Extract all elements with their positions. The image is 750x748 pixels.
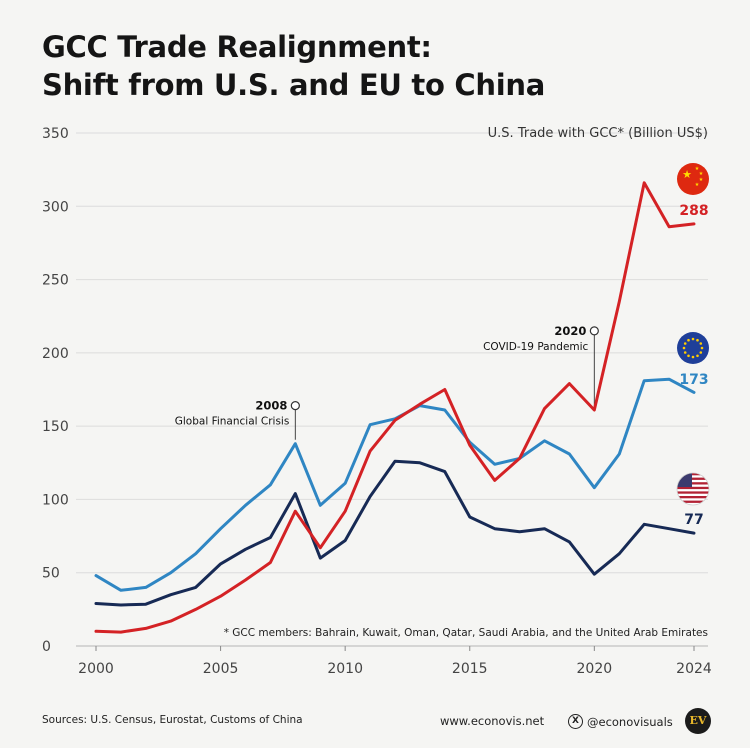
sources-text: Sources: U.S. Census, Eurostat, Customs …	[42, 714, 303, 726]
us-flag-border	[676, 472, 710, 506]
series-line-us	[94, 459, 696, 607]
title-line-1: GCC Trade Realignment:	[42, 30, 432, 64]
us-flag-icon	[677, 473, 709, 505]
annotation-year: 2008	[255, 399, 287, 413]
eu-flag-star-icon	[699, 342, 703, 345]
annotation-year: 2020	[554, 324, 586, 338]
annotation-marker	[589, 326, 599, 336]
china-flag-small-star-icon: ★	[695, 166, 700, 172]
y-tick-label: 0	[42, 639, 51, 655]
end-value-label: 288	[679, 203, 708, 219]
eu-flag-star-icon	[700, 346, 704, 350]
china-flag-star-icon: ★	[682, 168, 692, 181]
x-tick-label: 2010	[327, 661, 363, 677]
x-tick-label: 2015	[452, 661, 488, 677]
eu-flag-star-icon	[699, 351, 703, 354]
y-tick-label: 100	[42, 492, 69, 508]
x-tick-label: 2000	[78, 661, 114, 677]
econovis-logo-icon: EV	[685, 708, 711, 734]
annotation-text: COVID-19 Pandemic	[483, 341, 588, 353]
annotation-text: Global Financial Crisis	[175, 416, 290, 428]
footnote: * GCC members: Bahrain, Kuwait, Oman, Qa…	[224, 627, 708, 639]
social-handle[interactable]: X @econovisuals	[568, 714, 673, 729]
x-tick-label: 2020	[577, 661, 613, 677]
china-flag-small-star-icon: ★	[699, 171, 704, 177]
y-tick-label: 300	[42, 199, 69, 215]
china-flag-icon	[677, 163, 709, 195]
y-tick-label: 200	[42, 346, 69, 362]
website-link[interactable]: www.econovis.net	[440, 714, 545, 728]
series-line-china	[94, 181, 696, 634]
eu-flag-star-icon	[691, 337, 695, 341]
series-line-eu	[94, 377, 696, 592]
end-value-label: 77	[684, 512, 703, 528]
eu-flag-icon	[677, 332, 709, 364]
eu-flag-star-icon	[682, 346, 686, 350]
china-flag-small-star-icon: ★	[695, 182, 700, 188]
x-tick-label: 2005	[203, 661, 239, 677]
x-tick-label: 2024	[676, 661, 712, 677]
eu-flag-star-icon	[691, 355, 695, 359]
eu-flag-star-icon	[683, 342, 687, 345]
y-tick-label: 50	[42, 566, 60, 582]
y-tick-label: 350	[42, 126, 69, 142]
eu-flag-star-icon	[683, 351, 687, 354]
eu-flag-star-icon	[696, 338, 699, 342]
eu-flag-star-icon	[687, 338, 690, 342]
y-tick-label: 250	[42, 273, 69, 289]
end-value-label: 173	[679, 372, 708, 388]
y-tick-label: 150	[42, 419, 69, 435]
axis-title: U.S. Trade with GCC* (Billion US$)	[488, 126, 708, 141]
eu-flag-star-icon	[687, 354, 690, 358]
china-flag-small-star-icon: ★	[699, 177, 704, 183]
annotation-marker	[290, 401, 300, 411]
chart-title: GCC Trade Realignment: Shift from U.S. a…	[42, 28, 545, 104]
eu-flag-star-icon	[696, 354, 699, 358]
social-handle-text: @econovisuals	[587, 714, 673, 729]
x-logo-icon: X	[568, 714, 583, 729]
title-line-2: Shift from U.S. and EU to China	[42, 68, 545, 102]
